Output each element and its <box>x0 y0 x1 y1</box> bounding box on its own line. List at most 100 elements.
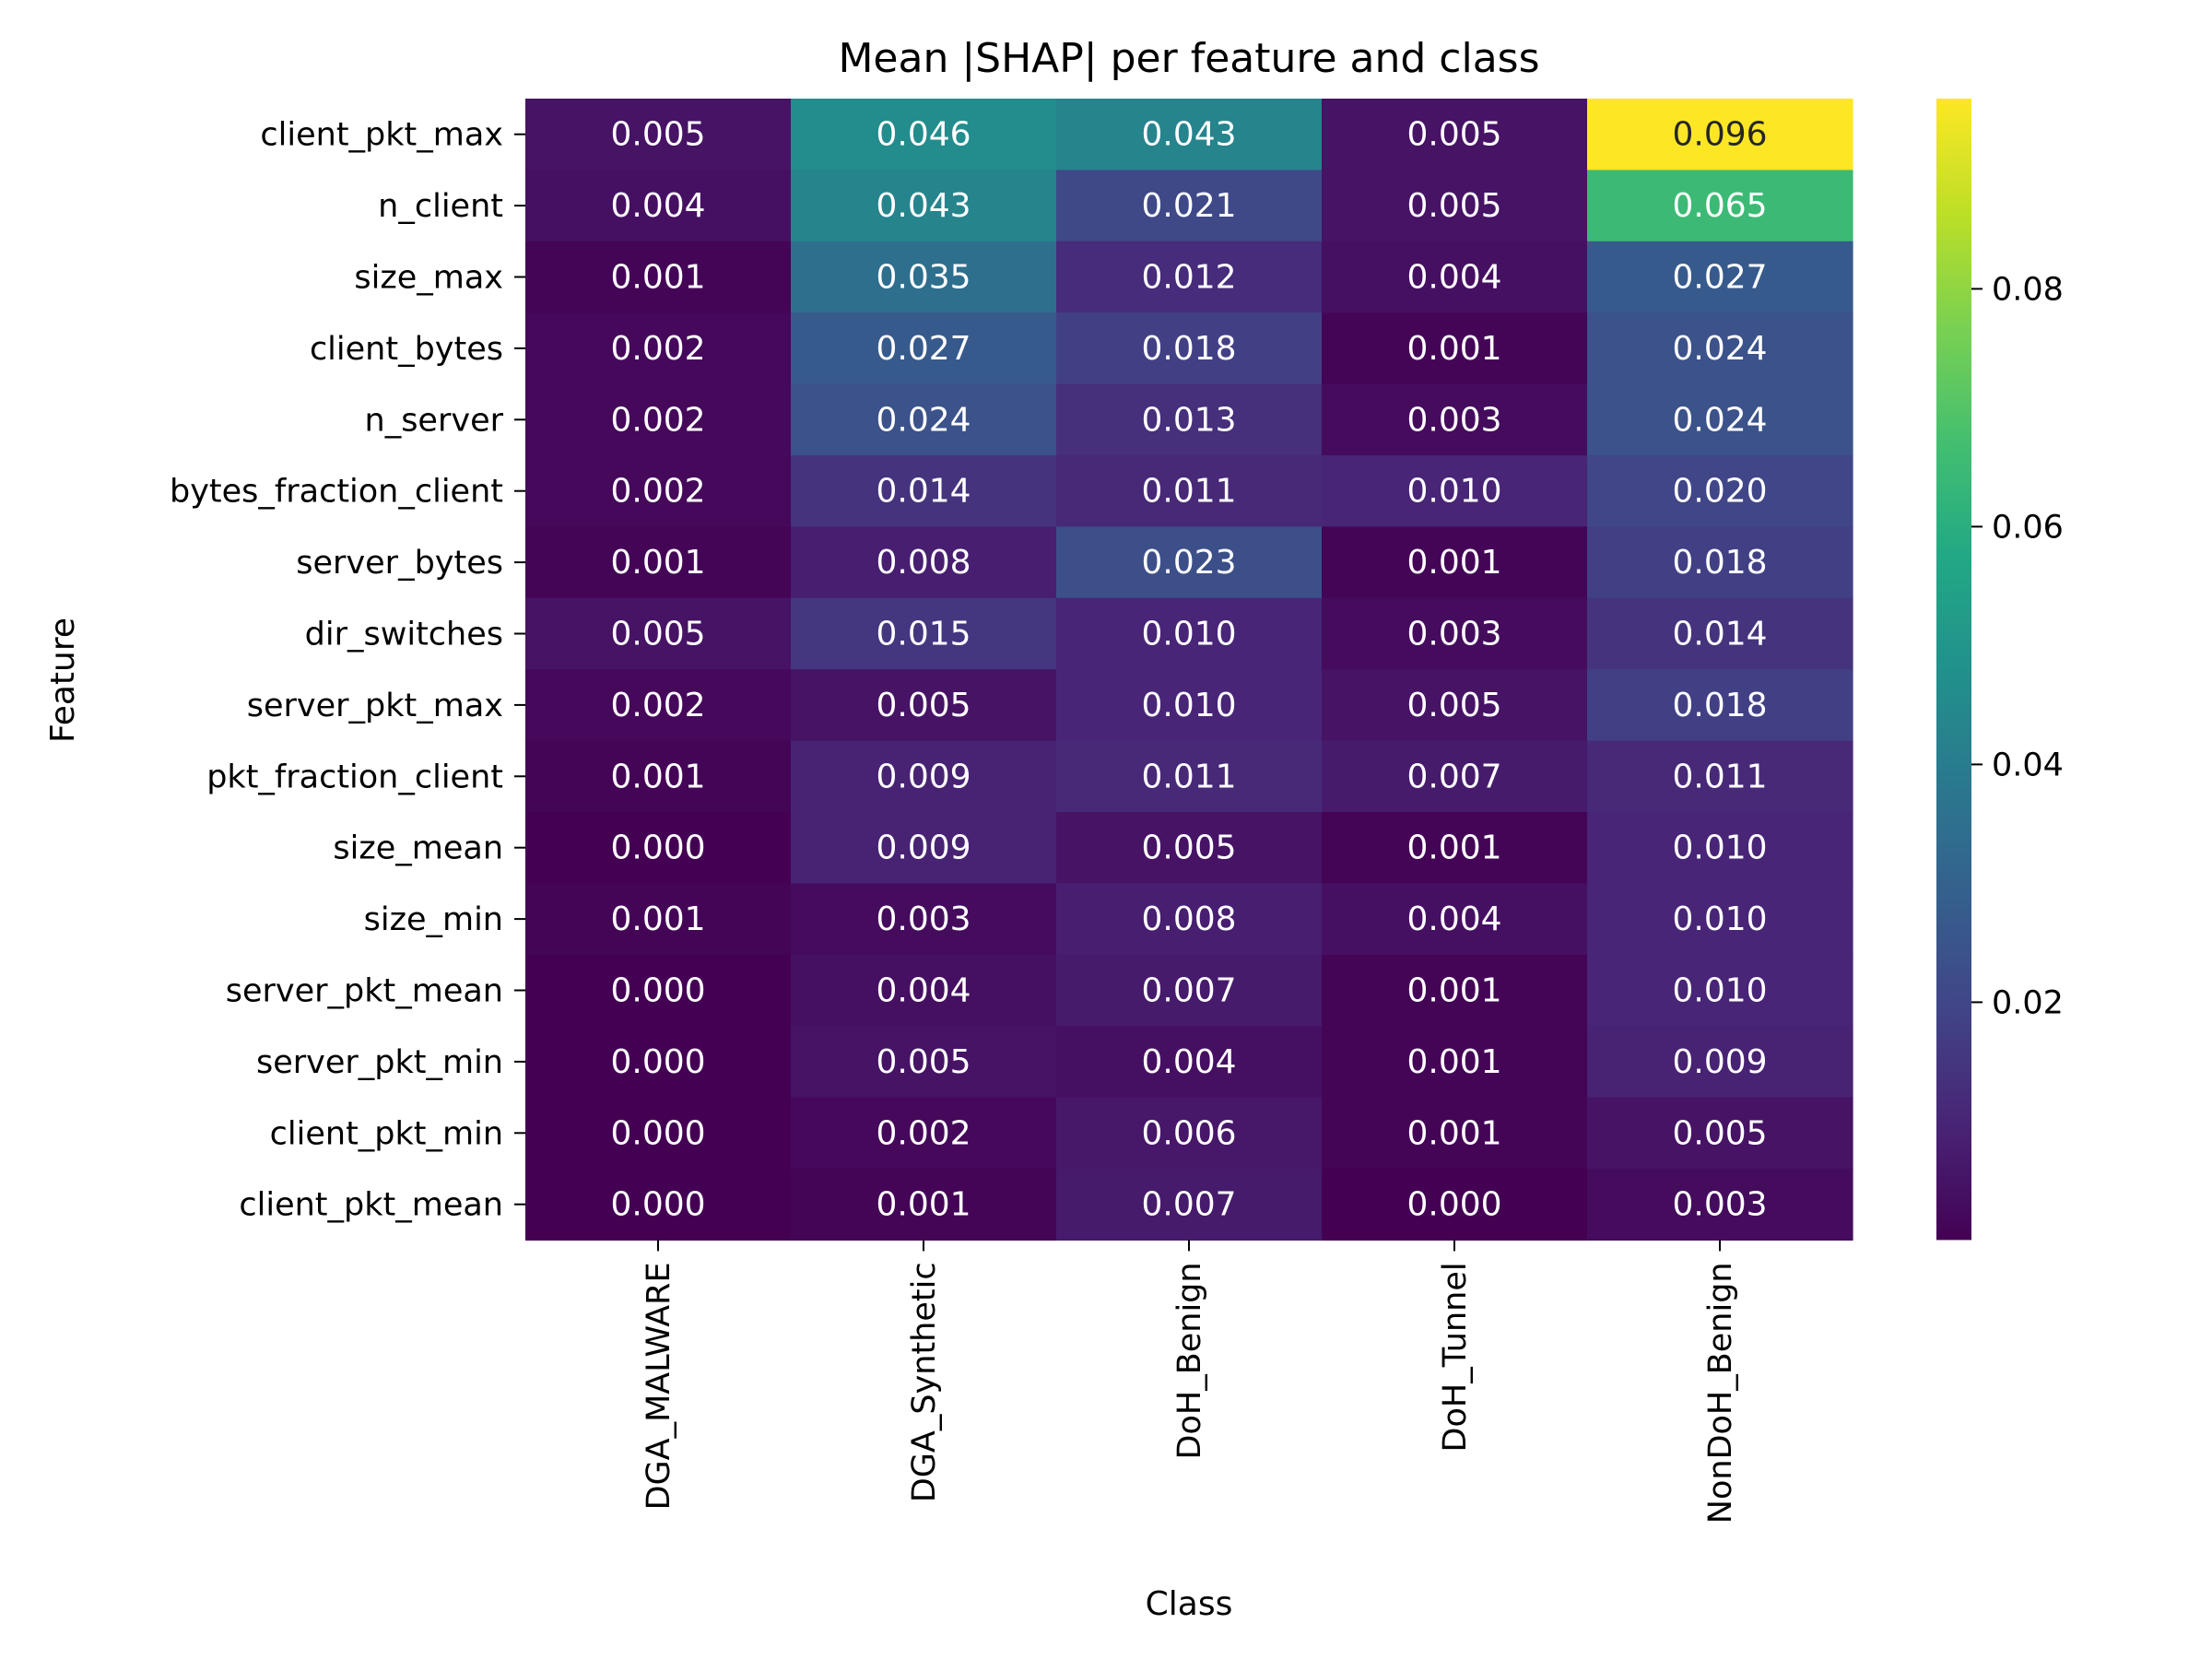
heatmap-cell-label: 0.000 <box>610 1043 705 1081</box>
heatmap-cell-label: 0.010 <box>1672 830 1767 867</box>
heatmap-cell-label: 0.035 <box>876 259 971 297</box>
heatmap-cell-label: 0.001 <box>1406 330 1501 368</box>
heatmap-cell <box>1587 597 1853 670</box>
heatmap-cell-label: 0.011 <box>1141 473 1236 511</box>
heatmap-cell-label: 0.005 <box>876 687 971 724</box>
heatmap-cell <box>1322 455 1588 527</box>
heatmap-cell <box>1056 883 1323 956</box>
heatmap-cell <box>791 597 1057 670</box>
y-tick-label: client_bytes <box>310 331 503 368</box>
heatmap-cell <box>1322 1026 1588 1099</box>
heatmap-cell-label: 0.004 <box>1406 900 1501 938</box>
heatmap-cell-label: 0.010 <box>1406 473 1501 511</box>
heatmap-cell <box>791 669 1057 742</box>
y-tick-label: server_pkt_min <box>256 1044 503 1081</box>
heatmap-cell-label: 0.024 <box>1672 330 1767 368</box>
heatmap-cell-label: 0.001 <box>1406 972 1501 1010</box>
heatmap-cell <box>1056 383 1323 456</box>
heatmap-cell-label: 0.002 <box>876 1114 971 1152</box>
heatmap-cell-label: 0.001 <box>610 758 705 795</box>
heatmap-cell <box>1587 455 1853 527</box>
y-axis-ticks: client_pkt_max n_client size_max client_byt… <box>170 117 525 1224</box>
heatmap-cell-label: 0.002 <box>610 330 705 368</box>
colorbar-tick-label: 0.04 <box>1992 747 2064 783</box>
heatmap-cell-label: 0.027 <box>1672 259 1767 297</box>
heatmap-cell-label: 0.023 <box>1141 544 1236 582</box>
heatmap-cell <box>1056 740 1323 813</box>
heatmap-cell <box>525 1169 792 1241</box>
heatmap-cell <box>1587 526 1853 599</box>
heatmap-cell-label: 0.002 <box>610 473 705 511</box>
heatmap-cell-label: 0.000 <box>610 1114 705 1152</box>
heatmap-cell-label: 0.021 <box>1141 187 1236 225</box>
heatmap-cell <box>1587 883 1853 956</box>
heatmap-cell <box>1322 312 1588 385</box>
heatmap-cell <box>791 170 1057 242</box>
heatmap-cell-label: 0.010 <box>1672 900 1767 938</box>
heatmap-cell <box>1322 383 1588 456</box>
heatmap-cell-label: 0.000 <box>610 830 705 867</box>
y-tick-label: n_server <box>365 402 504 439</box>
x-axis-ticks: DGA_MALWARE DGA_Synthetic DoH_Benign DoH_Tu… <box>641 1240 1739 1524</box>
heatmap-cell <box>525 170 792 242</box>
y-tick-label: size_mean <box>333 830 503 867</box>
heatmap-cell-label: 0.011 <box>1672 758 1767 795</box>
heatmap-cell-label: 0.012 <box>1141 259 1236 297</box>
heatmap-cell-label: 0.065 <box>1672 187 1767 225</box>
heatmap-cell <box>1322 883 1588 956</box>
heatmap-cell-label: 0.018 <box>1672 544 1767 582</box>
heatmap-cell-label: 0.005 <box>1141 830 1236 867</box>
heatmap-cell <box>525 954 792 1027</box>
heatmap-cell-label: 0.006 <box>1141 1114 1236 1152</box>
colorbar: 0.02 0.04 0.06 0.08 <box>1936 99 2064 1241</box>
heatmap-cell <box>1322 1097 1588 1170</box>
heatmap-cell <box>1056 812 1323 884</box>
y-tick-label: client_pkt_max <box>260 117 503 154</box>
heatmap-cell-label: 0.024 <box>876 401 971 439</box>
heatmap-cell-label: 0.020 <box>1672 473 1767 511</box>
heatmap-cell-label: 0.000 <box>1406 1186 1501 1224</box>
heatmap-cell <box>1322 669 1588 742</box>
heatmap-cell <box>1587 170 1853 242</box>
heatmap-cell-label: 0.005 <box>1406 187 1501 225</box>
heatmap-cell <box>525 241 792 313</box>
heatmap-cell-label: 0.000 <box>610 972 705 1010</box>
heatmap-cell-label: 0.008 <box>876 544 971 582</box>
colorbar-gradient <box>1936 99 1971 1241</box>
heatmap-cell-label: 0.008 <box>1141 900 1236 938</box>
heatmap-cell <box>1587 241 1853 313</box>
heatmap-cell-label: 0.018 <box>1672 687 1767 724</box>
heatmap-cell <box>791 740 1057 813</box>
heatmap-cell <box>791 312 1057 385</box>
heatmap-cell <box>1587 312 1853 385</box>
heatmap-cell-label: 0.001 <box>610 259 705 297</box>
heatmap-cell-label: 0.013 <box>1141 401 1236 439</box>
heatmap-cell <box>1056 1026 1323 1099</box>
heatmap-cell-label: 0.005 <box>1672 1114 1767 1152</box>
heatmap-cell-label: 0.004 <box>1141 1043 1236 1081</box>
heatmap-cell <box>1587 954 1853 1027</box>
heatmap-cell-label: 0.001 <box>1406 544 1501 582</box>
heatmap-cell-label: 0.024 <box>1672 401 1767 439</box>
heatmap-cell <box>791 383 1057 456</box>
heatmap-cell-label: 0.007 <box>1141 1186 1236 1224</box>
y-tick-label: bytes_fraction_client <box>170 474 503 511</box>
heatmap-cell-label: 0.005 <box>1406 116 1501 154</box>
heatmap-cells <box>525 99 1853 1241</box>
heatmap-cell <box>525 383 792 456</box>
heatmap-cell-label: 0.001 <box>1406 1043 1501 1081</box>
y-axis-label: Feature <box>44 618 82 743</box>
heatmap-cell <box>1322 812 1588 884</box>
heatmap-cell <box>791 1026 1057 1099</box>
heatmap-cell-label: 0.007 <box>1406 758 1501 795</box>
heatmap-cell-label: 0.003 <box>876 900 971 938</box>
heatmap-cell <box>791 883 1057 956</box>
heatmap-cell <box>1587 740 1853 813</box>
heatmap-cell-label: 0.002 <box>610 401 705 439</box>
heatmap-cell <box>1322 954 1588 1027</box>
heatmap-cell-label: 0.001 <box>610 544 705 582</box>
heatmap-cell-label: 0.010 <box>1141 687 1236 724</box>
heatmap-cell <box>791 455 1057 527</box>
y-tick-label: size_min <box>364 901 503 938</box>
heatmap-cell-label: 0.027 <box>876 330 971 368</box>
